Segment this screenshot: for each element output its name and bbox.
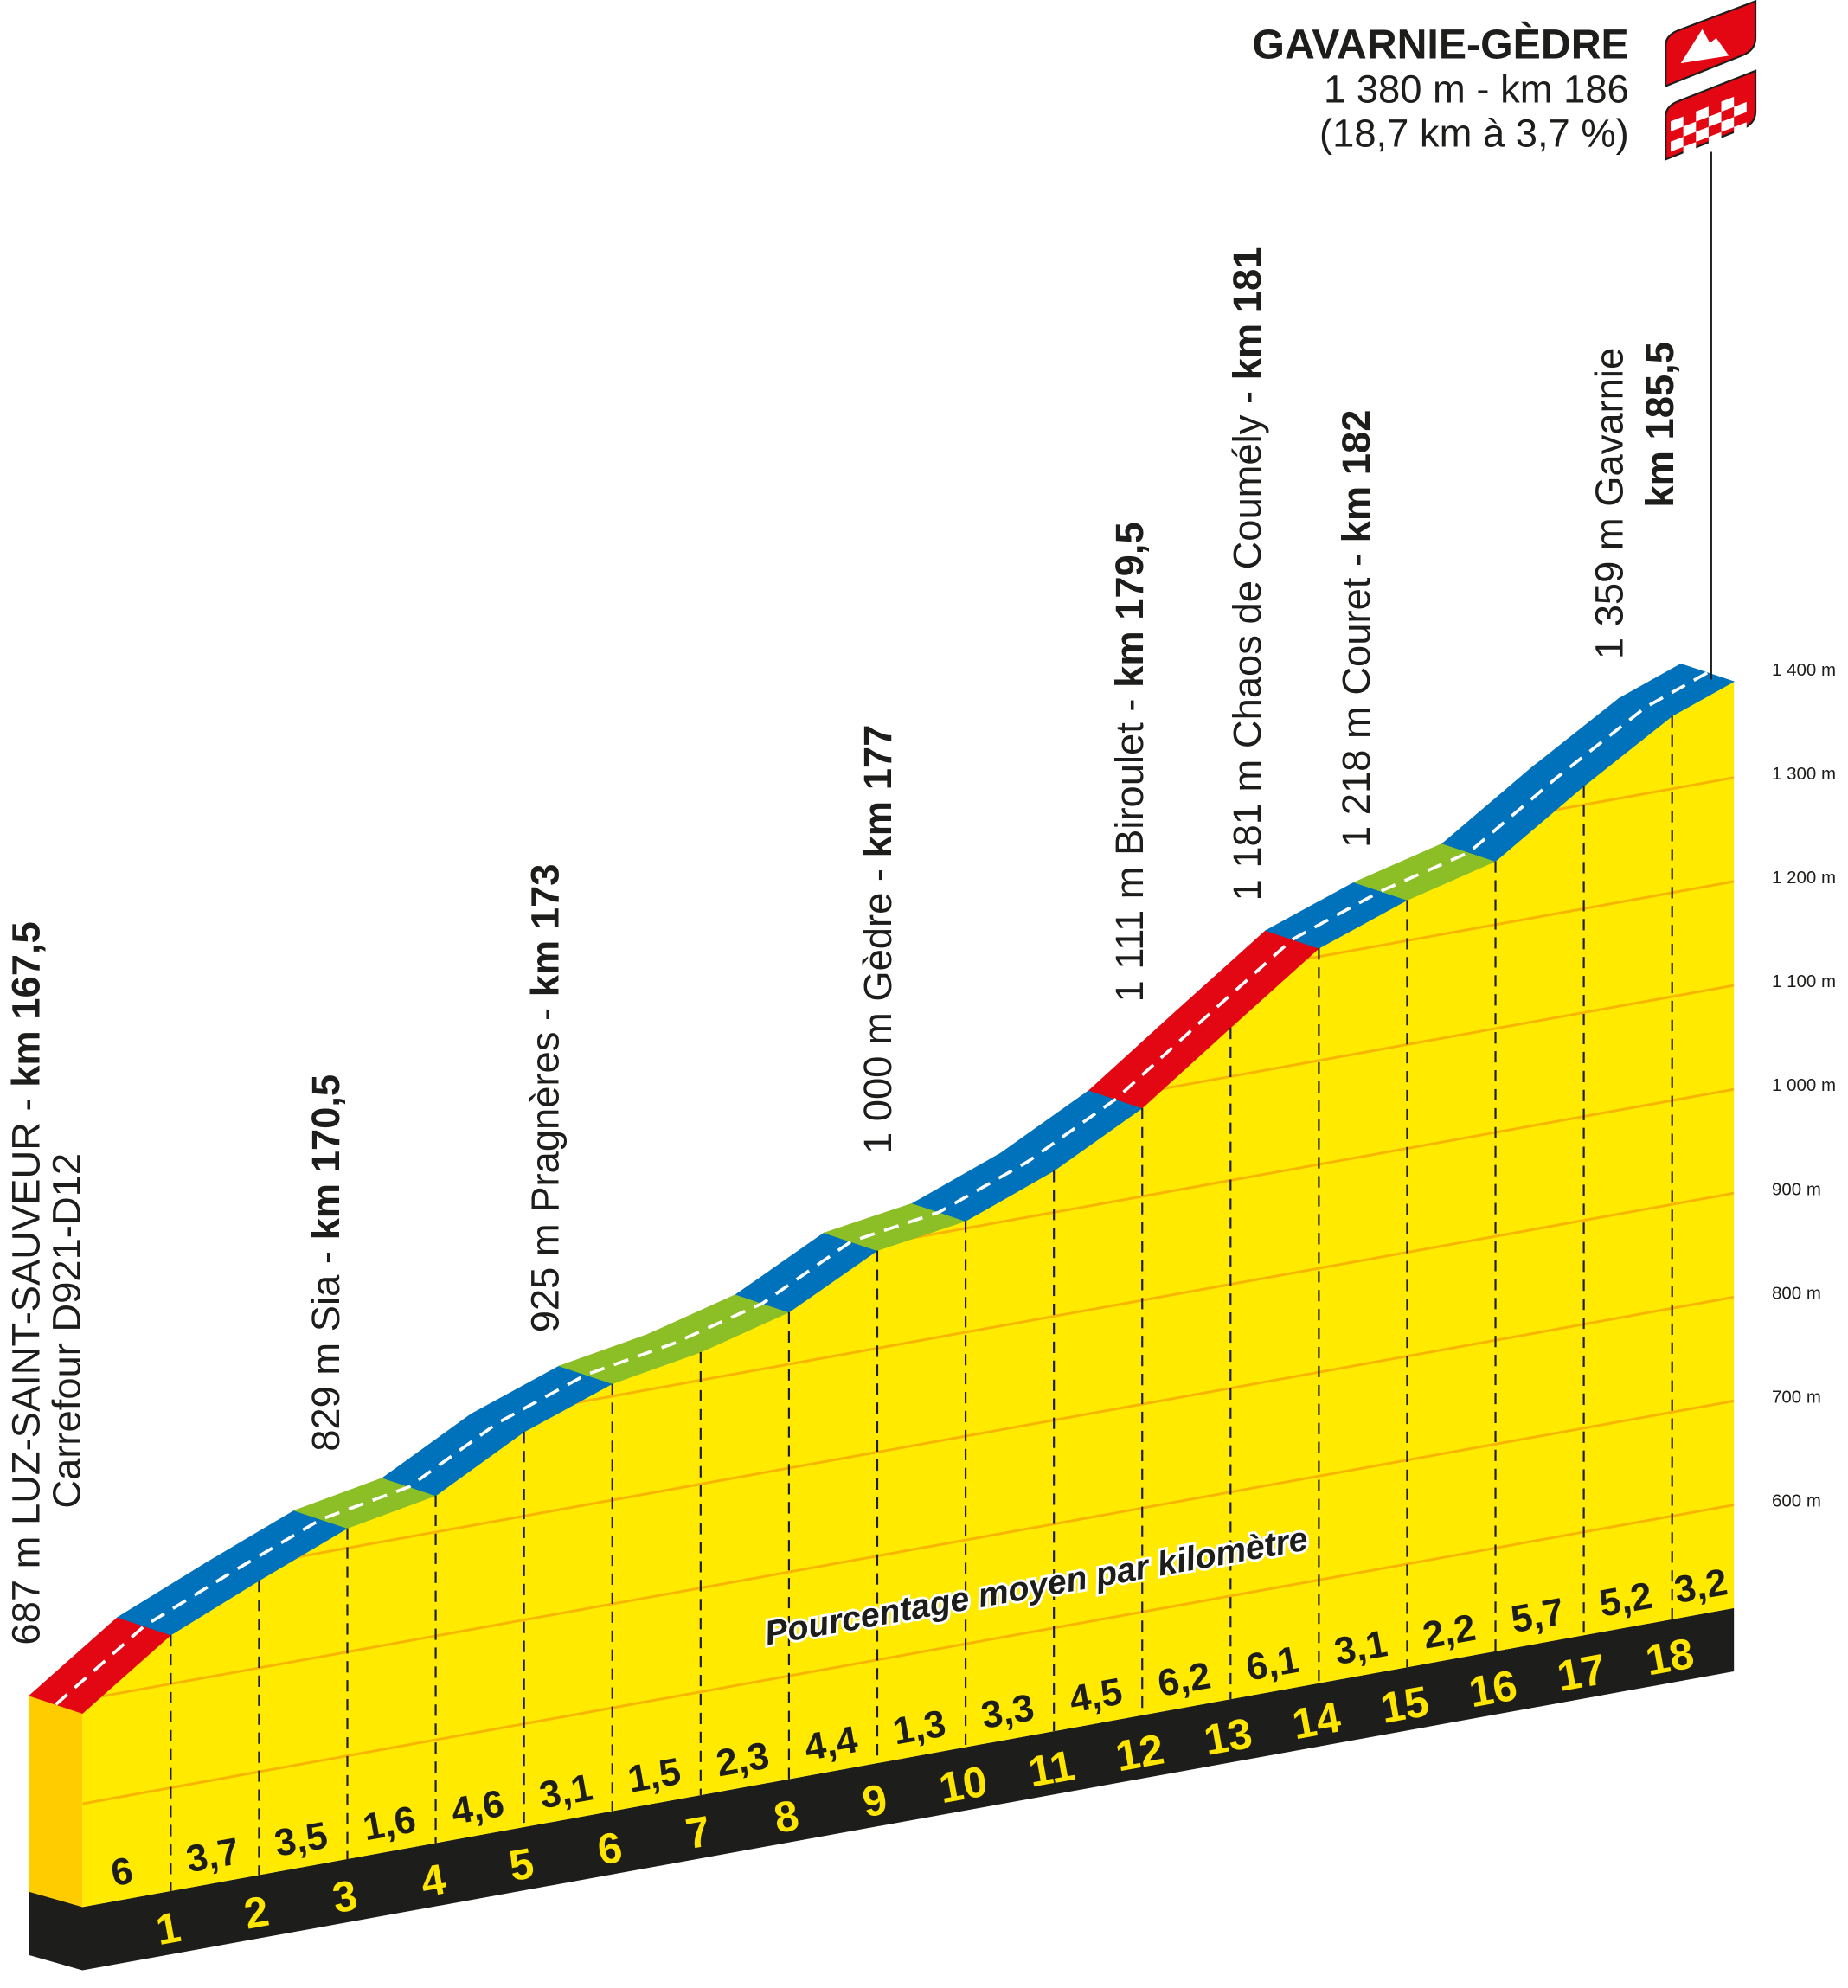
checker-square [1708, 131, 1722, 147]
y-tick-label: 700 m [1772, 1387, 1821, 1407]
profile-side-face [29, 1696, 83, 1908]
checker-square [1671, 116, 1684, 132]
mountain-flag-icon [1665, 0, 1757, 88]
km-number: 17 [1554, 1645, 1609, 1701]
gradient-label: 6,1 [1243, 1638, 1303, 1690]
gradient-label: 3,5 [272, 1814, 331, 1865]
y-tick-label: 600 m [1772, 1491, 1821, 1511]
grid-line [82, 1399, 1735, 1702]
place-label-chaos-de-coumely: 1 181 m Chaos de Coumély - km 181 [1225, 247, 1269, 901]
place-label-sia: 829 m Sia - km 170,5 [304, 1074, 348, 1452]
checker-square [1696, 126, 1709, 142]
profile-fill [82, 681, 1735, 1908]
checker-square [1683, 121, 1697, 138]
km-number: 12 [1112, 1725, 1167, 1781]
km-number: 10 [935, 1756, 991, 1812]
checker-square [1671, 137, 1684, 152]
gradient-label: 4,6 [448, 1782, 508, 1833]
gradient-label: 4,4 [801, 1718, 861, 1769]
place-label-gavarnie-km: km 185,5 [1638, 342, 1682, 508]
y-tick-label: 1 100 m [1772, 972, 1836, 991]
finish-block: GAVARNIE-GÈDRE 1 380 m - km 186 (18,7 km… [1252, 0, 1757, 680]
base-band [29, 1607, 1735, 1971]
place-label-gedre: 1 000 m Gèdre - km 177 [856, 725, 900, 1154]
km-number: 18 [1642, 1629, 1697, 1685]
checker-square [1734, 122, 1747, 138]
y-tick-label: 1 000 m [1772, 1075, 1836, 1095]
y-tick-label: 1 400 m [1772, 660, 1836, 680]
place-label-pragneres: 925 m Pragnères - km 173 [523, 864, 567, 1333]
grid-line [82, 1295, 1735, 1598]
checker-square [1734, 101, 1747, 118]
y-tick-label: 800 m [1772, 1283, 1821, 1303]
gradient-label: 2,2 [1420, 1606, 1479, 1658]
place-labels: 687 m LUZ-SAINT-SAUVEUR - km 167,5 Carre… [4, 247, 1682, 1645]
y-tick-label: 1 300 m [1772, 764, 1836, 784]
gradient-label: 1,5 [625, 1750, 684, 1801]
gradient-label: 4,5 [1066, 1671, 1126, 1722]
km-number: 15 [1376, 1677, 1432, 1733]
km-number: 11 [1024, 1741, 1077, 1796]
y-tick-label: 900 m [1772, 1179, 1821, 1199]
place-label-luz: 687 m LUZ-SAINT-SAUVEUR - km 167,5 [4, 921, 48, 1645]
checker-square [1721, 96, 1735, 112]
gradient-label: 3,7 [183, 1830, 243, 1881]
checker-square [1708, 112, 1722, 127]
km-number: 14 [1288, 1693, 1344, 1749]
place-label-biroulet: 1 111 m Biroulet - km 179,5 [1107, 522, 1152, 1002]
finish-name: GAVARNIE-GÈDRE [1252, 21, 1628, 67]
finish-info: 1 380 m - km 186 [1324, 67, 1629, 111]
place-label-couret: 1 218 m Couret - km 182 [1334, 410, 1378, 848]
gradient-label: 3,1 [536, 1767, 596, 1818]
gradient-label: 3,1 [1331, 1622, 1391, 1673]
km-number: 13 [1200, 1709, 1255, 1765]
km-number: 16 [1466, 1661, 1521, 1717]
gradient-label: 6,2 [1154, 1654, 1214, 1705]
road-centerline [55, 671, 1709, 1706]
finish-climb: (18,7 km à 3,7 %) [1319, 112, 1629, 156]
checker-square [1696, 106, 1709, 122]
place-label-gavarnie: 1 359 m Gavarnie [1587, 348, 1631, 659]
gradient-label: 3,2 [1672, 1561, 1731, 1612]
place-label-luz-line2: Carrefour D921-D12 [44, 1153, 88, 1509]
gradient-label: 1,6 [360, 1798, 420, 1849]
gradient-label: 2,3 [713, 1735, 773, 1786]
grid-line [82, 1504, 1735, 1805]
checker-square [1721, 117, 1735, 132]
gradient-label: 5,7 [1508, 1590, 1568, 1641]
gradient-label: 5,2 [1596, 1574, 1656, 1626]
checker-square [1683, 142, 1697, 157]
y-tick-label: 1 200 m [1772, 868, 1836, 888]
gradient-label: 1,3 [889, 1703, 949, 1754]
checkered-finish-flag-icon [1665, 69, 1757, 161]
gradient-label: 3,3 [978, 1686, 1037, 1737]
profile-graphic: 600 m 700 m 800 m 900 m 1 000 m 1 100 m 1 200 … [29, 660, 1836, 1971]
